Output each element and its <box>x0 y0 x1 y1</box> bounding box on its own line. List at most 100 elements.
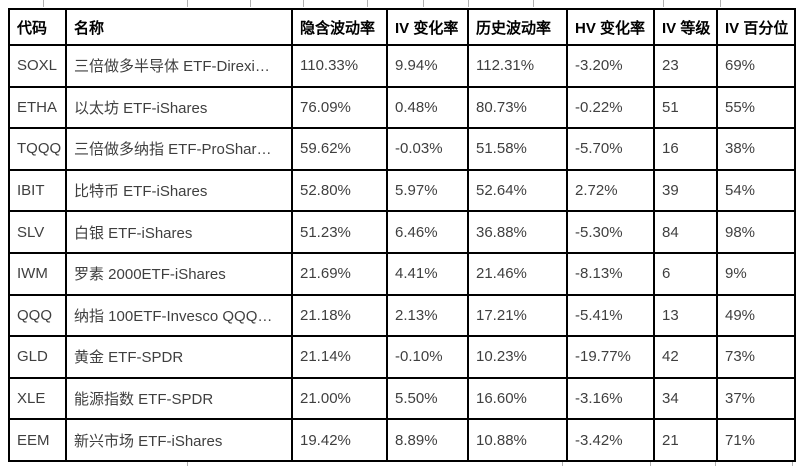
header-row: 代码 名称 隐含波动率 IV 变化率 历史波动率 HV 变化率 IV 等级 IV… <box>8 8 796 46</box>
cell-iv-change: 2.13% <box>386 293 469 338</box>
cell-iv-change: 5.50% <box>386 376 469 421</box>
column-header-code: 代码 <box>8 8 67 46</box>
cell-code: TQQQ <box>8 127 67 171</box>
table-row[interactable]: QQQ 纳指 100ETF-Invesco QQQ… 21.18% 2.13% 17.2… <box>8 293 796 338</box>
cell-hv: 52.64% <box>467 168 568 213</box>
cell-hv: 36.88% <box>467 210 568 254</box>
column-header-name: 名称 <box>65 8 293 46</box>
crop-gridline <box>43 0 44 7</box>
cell-name: 能源指数 ETF-SPDR <box>65 376 293 421</box>
column-header-hv-change: HV 变化率 <box>566 8 655 46</box>
cell-hv-change: 2.72% <box>566 168 655 213</box>
cell-hv: 16.60% <box>467 376 568 421</box>
table-row[interactable]: XLE 能源指数 ETF-SPDR 21.00% 5.50% 16.60% -3.16% 3… <box>8 376 796 421</box>
cell-hv: 51.58% <box>467 127 568 171</box>
cell-name: 以太坊 ETF-iShares <box>65 85 293 130</box>
cell-iv: 21.00% <box>291 376 388 421</box>
cell-iv-percentile: 71% <box>716 418 796 462</box>
cell-iv-rank: 84 <box>653 210 718 254</box>
cell-iv-change: 4.41% <box>386 251 469 296</box>
cell-iv-rank: 34 <box>653 376 718 421</box>
etf-volatility-table: 代码 名称 隐含波动率 IV 变化率 历史波动率 HV 变化率 IV 等级 IV… <box>8 8 796 462</box>
crop-gridline <box>250 0 251 7</box>
cell-iv-percentile: 98% <box>716 210 796 254</box>
cell-iv-rank: 21 <box>653 418 718 462</box>
cell-hv-change: -5.70% <box>566 127 655 171</box>
crop-gridline <box>468 0 469 7</box>
cell-iv-change: -0.03% <box>386 127 469 171</box>
table-body: SOXL 三倍做多半导体 ETF-Direxi… 110.33% 9.94% 112.3… <box>8 44 796 462</box>
cell-iv: 19.42% <box>291 418 388 462</box>
table-header: 代码 名称 隐含波动率 IV 变化率 历史波动率 HV 变化率 IV 等级 IV… <box>8 8 796 46</box>
cell-code: EEM <box>8 418 67 462</box>
cell-iv: 52.80% <box>291 168 388 213</box>
cell-name: 纳指 100ETF-Invesco QQQ… <box>65 293 293 338</box>
cell-hv-change: -19.77% <box>566 335 655 379</box>
cell-hv: 80.73% <box>467 85 568 130</box>
cell-iv: 110.33% <box>291 44 388 88</box>
cell-hv: 10.88% <box>467 418 568 462</box>
cell-iv: 21.18% <box>291 293 388 338</box>
table-row[interactable]: ETHA 以太坊 ETF-iShares 76.09% 0.48% 80.73% -0.2… <box>8 85 796 130</box>
cell-iv-percentile: 38% <box>716 127 796 171</box>
cell-iv-change: 9.94% <box>386 44 469 88</box>
cell-name: 三倍做多纳指 ETF-ProShar… <box>65 127 293 171</box>
cell-hv: 112.31% <box>467 44 568 88</box>
table-row[interactable]: IWM 罗素 2000ETF-iShares 21.69% 4.41% 21.46% -8… <box>8 251 796 296</box>
table-row[interactable]: SOXL 三倍做多半导体 ETF-Direxi… 110.33% 9.94% 112.3… <box>8 44 796 88</box>
crop-gridline <box>367 0 368 7</box>
cell-code: SLV <box>8 210 67 254</box>
crop-gridline <box>650 460 651 466</box>
cell-code: SOXL <box>8 44 67 88</box>
cell-code: QQQ <box>8 293 67 338</box>
table-row[interactable]: EEM 新兴市场 ETF-iShares 19.42% 8.89% 10.88% -3.4… <box>8 418 796 462</box>
column-header-iv-rank: IV 等级 <box>653 8 718 46</box>
cell-hv-change: -0.22% <box>566 85 655 130</box>
crop-gridline <box>187 0 188 7</box>
crop-gridline <box>792 460 793 466</box>
cell-iv: 21.14% <box>291 335 388 379</box>
cell-code: XLE <box>8 376 67 421</box>
cell-hv: 10.23% <box>467 335 568 379</box>
crop-gridline <box>562 460 563 466</box>
cell-iv-change: 6.46% <box>386 210 469 254</box>
cell-iv-rank: 13 <box>653 293 718 338</box>
cell-code: GLD <box>8 335 67 379</box>
cell-iv-change: 0.48% <box>386 85 469 130</box>
cell-iv-percentile: 69% <box>716 44 796 88</box>
cell-name: 黄金 ETF-SPDR <box>65 335 293 379</box>
cell-hv: 17.21% <box>467 293 568 338</box>
table-row[interactable]: IBIT 比特币 ETF-iShares 52.80% 5.97% 52.64% 2.72… <box>8 168 796 213</box>
cell-code: IBIT <box>8 168 67 213</box>
crop-gridline <box>720 0 721 7</box>
cell-iv-change: 8.89% <box>386 418 469 462</box>
cell-iv: 76.09% <box>291 85 388 130</box>
cell-name: 新兴市场 ETF-iShares <box>65 418 293 462</box>
crop-gridline <box>187 460 188 466</box>
cell-iv: 59.62% <box>291 127 388 171</box>
cell-iv-rank: 42 <box>653 335 718 379</box>
crop-gridline <box>423 0 424 7</box>
table-row[interactable]: GLD 黄金 ETF-SPDR 21.14% -0.10% 10.23% -19.77% 4… <box>8 335 796 379</box>
cell-name: 比特币 ETF-iShares <box>65 168 293 213</box>
column-header-iv-change: IV 变化率 <box>386 8 469 46</box>
column-header-iv: 隐含波动率 <box>291 8 388 46</box>
crop-gridline <box>715 460 716 466</box>
column-header-hv: 历史波动率 <box>467 8 568 46</box>
cell-hv: 21.46% <box>467 251 568 296</box>
cell-iv-rank: 39 <box>653 168 718 213</box>
cell-iv: 51.23% <box>291 210 388 254</box>
table-row[interactable]: TQQQ 三倍做多纳指 ETF-ProShar… 59.62% -0.03% 51.58… <box>8 127 796 171</box>
cell-code: IWM <box>8 251 67 296</box>
cell-name: 白银 ETF-iShares <box>65 210 293 254</box>
cell-iv-change: -0.10% <box>386 335 469 379</box>
cell-iv: 21.69% <box>291 251 388 296</box>
cell-iv-percentile: 55% <box>716 85 796 130</box>
table-row[interactable]: SLV 白银 ETF-iShares 51.23% 6.46% 36.88% -5.30%… <box>8 210 796 254</box>
cell-hv-change: -3.42% <box>566 418 655 462</box>
cell-iv-rank: 51 <box>653 85 718 130</box>
cell-iv-percentile: 54% <box>716 168 796 213</box>
crop-gridline <box>663 0 664 7</box>
cell-hv-change: -3.16% <box>566 376 655 421</box>
